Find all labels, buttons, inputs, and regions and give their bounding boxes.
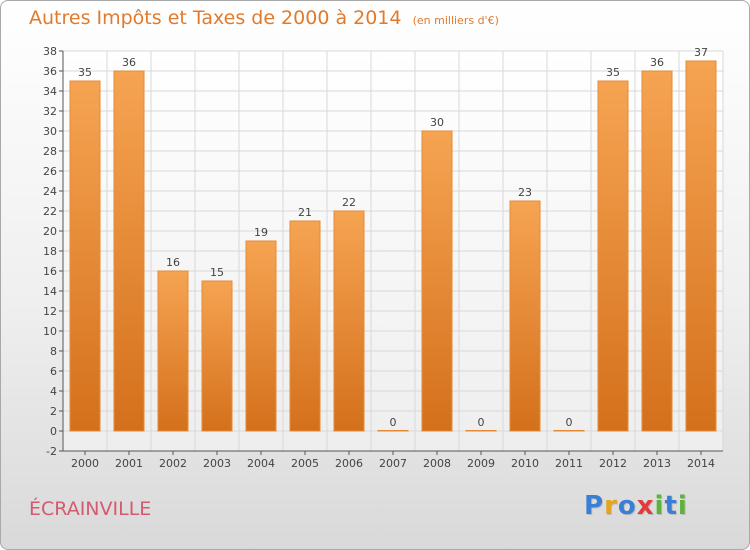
- y-tick-label: 30: [43, 125, 57, 138]
- y-tick-label: 12: [43, 305, 57, 318]
- bars-layer: [69, 60, 717, 432]
- y-tick-label: 10: [43, 325, 57, 338]
- data-label: 35: [606, 66, 620, 79]
- data-label: 36: [122, 56, 136, 69]
- x-tick-label: 2010: [511, 457, 539, 470]
- bar[interactable]: [509, 200, 541, 432]
- bar[interactable]: [201, 280, 233, 432]
- x-tick-label: 2009: [467, 457, 495, 470]
- y-tick-label: 36: [43, 65, 57, 78]
- bar[interactable]: [421, 130, 453, 432]
- x-tick-label: 2000: [71, 457, 99, 470]
- logo-letter: i: [677, 491, 688, 521]
- logo-letter: r: [604, 491, 618, 521]
- bar[interactable]: [597, 80, 629, 432]
- data-label: 37: [694, 46, 708, 59]
- bar[interactable]: [377, 430, 409, 432]
- bar[interactable]: [465, 430, 497, 432]
- chart-subtitle: (en milliers d'€): [412, 14, 499, 27]
- data-label: 19: [254, 226, 268, 239]
- x-tick-label: 2002: [159, 457, 187, 470]
- logo-letter: t: [664, 491, 678, 521]
- bar[interactable]: [157, 270, 189, 432]
- x-tick-label: 2007: [379, 457, 407, 470]
- x-tick-label: 2011: [555, 457, 583, 470]
- data-label: 36: [650, 56, 664, 69]
- data-label: 35: [78, 66, 92, 79]
- data-label: 0: [566, 416, 573, 429]
- y-tick-label: 0: [50, 425, 57, 438]
- y-tick-label: 18: [43, 245, 57, 258]
- bar[interactable]: [685, 60, 717, 432]
- x-tick-label: 2004: [247, 457, 275, 470]
- data-label: 21: [298, 206, 312, 219]
- x-tick-label: 2012: [599, 457, 627, 470]
- y-tick-label: -2: [46, 445, 57, 458]
- chart-header: Autres Impôts et Taxes de 2000 à 2014 (e…: [29, 7, 499, 29]
- bar[interactable]: [333, 210, 365, 432]
- bar[interactable]: [113, 70, 145, 432]
- logo-letter: x: [636, 491, 655, 521]
- y-tick-label: 6: [50, 365, 57, 378]
- data-label: 22: [342, 196, 356, 209]
- bar[interactable]: [69, 80, 101, 432]
- logo-letter: i: [654, 491, 665, 521]
- proxiti-logo[interactable]: Proxiti: [584, 491, 688, 521]
- data-label: 16: [166, 256, 180, 269]
- bar[interactable]: [289, 220, 321, 432]
- y-tick-label: 32: [43, 105, 57, 118]
- data-label: 0: [390, 416, 397, 429]
- x-tick-label: 2006: [335, 457, 363, 470]
- bar[interactable]: [641, 70, 673, 432]
- y-tick-label: 26: [43, 165, 57, 178]
- data-label: 30: [430, 116, 444, 129]
- x-tick-label: 2014: [687, 457, 715, 470]
- bar[interactable]: [245, 240, 277, 432]
- data-label: 0: [478, 416, 485, 429]
- labels-layer: -202468101214161820222426283032343638352…: [43, 45, 715, 470]
- y-tick-label: 8: [50, 345, 57, 358]
- data-label: 23: [518, 186, 532, 199]
- x-tick-label: 2008: [423, 457, 451, 470]
- x-tick-label: 2005: [291, 457, 319, 470]
- y-tick-label: 20: [43, 225, 57, 238]
- logo-letter: P: [584, 491, 605, 521]
- y-tick-label: 28: [43, 145, 57, 158]
- logo-letter: o: [617, 491, 637, 521]
- y-tick-label: 14: [43, 285, 57, 298]
- y-tick-label: 2: [50, 405, 57, 418]
- x-tick-label: 2003: [203, 457, 231, 470]
- x-tick-label: 2001: [115, 457, 143, 470]
- x-tick-label: 2013: [643, 457, 671, 470]
- data-label: 15: [210, 266, 224, 279]
- y-tick-label: 24: [43, 185, 57, 198]
- y-tick-label: 34: [43, 85, 57, 98]
- y-tick-label: 22: [43, 205, 57, 218]
- y-tick-label: 38: [43, 45, 57, 58]
- y-tick-label: 4: [50, 385, 57, 398]
- town-name: ÉCRAINVILLE: [29, 498, 152, 520]
- y-tick-label: 16: [43, 265, 57, 278]
- chart-title: Autres Impôts et Taxes de 2000 à 2014: [29, 7, 402, 29]
- bar[interactable]: [553, 430, 585, 432]
